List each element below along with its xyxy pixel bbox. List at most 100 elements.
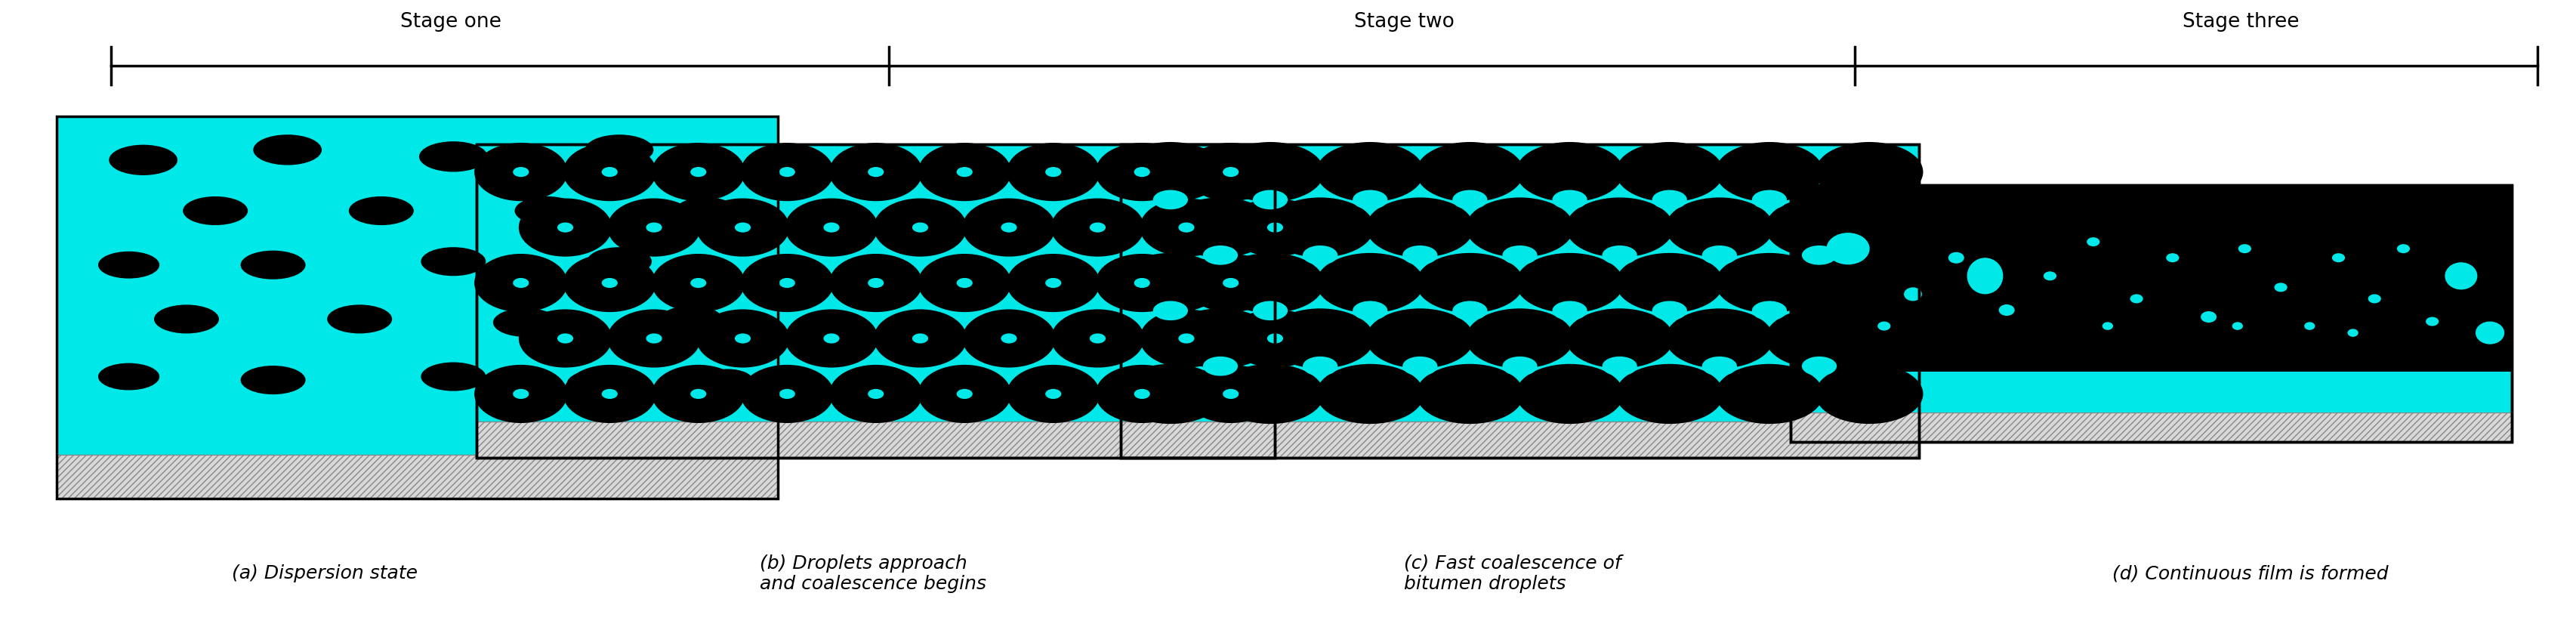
Ellipse shape (1352, 190, 1388, 209)
Ellipse shape (518, 198, 613, 256)
Ellipse shape (1816, 364, 1924, 424)
Ellipse shape (474, 365, 567, 423)
Bar (1790, 185, 2512, 413)
Ellipse shape (739, 365, 835, 423)
Ellipse shape (1417, 364, 1525, 424)
Ellipse shape (690, 389, 706, 399)
Ellipse shape (1090, 334, 1105, 344)
Ellipse shape (556, 334, 574, 344)
Ellipse shape (1716, 253, 1824, 313)
Ellipse shape (1615, 142, 1723, 202)
Ellipse shape (2275, 283, 2287, 292)
Ellipse shape (1417, 142, 1525, 202)
Ellipse shape (1878, 322, 1891, 330)
Ellipse shape (647, 223, 662, 233)
Ellipse shape (1115, 253, 1224, 313)
Ellipse shape (515, 196, 580, 225)
Ellipse shape (1185, 254, 1278, 312)
Ellipse shape (2476, 322, 2504, 344)
Bar (477, 144, 1275, 458)
Ellipse shape (1095, 143, 1188, 201)
Ellipse shape (108, 145, 178, 175)
Ellipse shape (585, 135, 654, 165)
Ellipse shape (1002, 223, 1018, 233)
Ellipse shape (912, 223, 927, 233)
Ellipse shape (739, 254, 835, 312)
Ellipse shape (2166, 253, 2179, 262)
Ellipse shape (1651, 301, 1687, 320)
Ellipse shape (786, 309, 878, 367)
Ellipse shape (2043, 271, 2056, 280)
Ellipse shape (567, 370, 629, 397)
Ellipse shape (1904, 287, 1922, 301)
Ellipse shape (1267, 223, 1283, 233)
Ellipse shape (1167, 198, 1275, 258)
Ellipse shape (252, 135, 322, 165)
Ellipse shape (2239, 244, 2251, 253)
Ellipse shape (2367, 294, 2380, 303)
Ellipse shape (824, 334, 840, 344)
Text: Stage one: Stage one (399, 12, 502, 31)
Ellipse shape (2427, 317, 2439, 326)
Ellipse shape (829, 143, 922, 201)
Ellipse shape (1316, 253, 1425, 313)
Ellipse shape (956, 389, 974, 399)
Bar (1121, 144, 1919, 421)
Ellipse shape (652, 143, 744, 201)
Ellipse shape (1401, 357, 1437, 376)
Ellipse shape (240, 251, 307, 279)
Ellipse shape (917, 143, 1012, 201)
Ellipse shape (1224, 278, 1239, 288)
Ellipse shape (1177, 334, 1195, 344)
Ellipse shape (868, 389, 884, 399)
Ellipse shape (1203, 246, 1239, 265)
Ellipse shape (690, 278, 706, 288)
Ellipse shape (690, 167, 706, 177)
Ellipse shape (873, 198, 966, 256)
Ellipse shape (734, 223, 750, 233)
Ellipse shape (1095, 254, 1188, 312)
Ellipse shape (1002, 334, 1018, 344)
Ellipse shape (647, 334, 662, 344)
Ellipse shape (1139, 198, 1234, 256)
Ellipse shape (1046, 278, 1061, 288)
Ellipse shape (1316, 142, 1425, 202)
Ellipse shape (98, 251, 160, 278)
Ellipse shape (2130, 294, 2143, 303)
Ellipse shape (1216, 364, 1324, 424)
Ellipse shape (587, 247, 652, 276)
Ellipse shape (1185, 365, 1278, 423)
Ellipse shape (1224, 389, 1239, 399)
Ellipse shape (1095, 365, 1188, 423)
Bar (477, 421, 1275, 458)
Ellipse shape (1615, 364, 1723, 424)
Ellipse shape (868, 278, 884, 288)
Ellipse shape (1229, 198, 1321, 256)
Ellipse shape (778, 278, 796, 288)
Bar (1121, 421, 1919, 458)
Ellipse shape (564, 365, 657, 423)
Ellipse shape (474, 254, 567, 312)
Ellipse shape (564, 254, 657, 312)
Ellipse shape (1007, 365, 1100, 423)
Ellipse shape (1515, 253, 1623, 313)
Ellipse shape (956, 167, 974, 177)
Ellipse shape (956, 278, 974, 288)
Ellipse shape (1316, 364, 1425, 424)
Ellipse shape (2396, 244, 2411, 253)
Text: (d) Continuous film is formed: (d) Continuous film is formed (2112, 565, 2388, 582)
Ellipse shape (513, 278, 528, 288)
Ellipse shape (675, 198, 737, 224)
Ellipse shape (420, 141, 487, 172)
Ellipse shape (1801, 357, 1837, 376)
Ellipse shape (1229, 309, 1321, 367)
Ellipse shape (513, 389, 528, 399)
Ellipse shape (2347, 329, 2360, 337)
Ellipse shape (786, 198, 878, 256)
Ellipse shape (1401, 246, 1437, 265)
Text: (a) Dispersion state: (a) Dispersion state (232, 565, 417, 582)
Ellipse shape (513, 167, 528, 177)
Ellipse shape (603, 389, 618, 399)
Ellipse shape (240, 366, 307, 394)
Ellipse shape (1267, 308, 1373, 369)
